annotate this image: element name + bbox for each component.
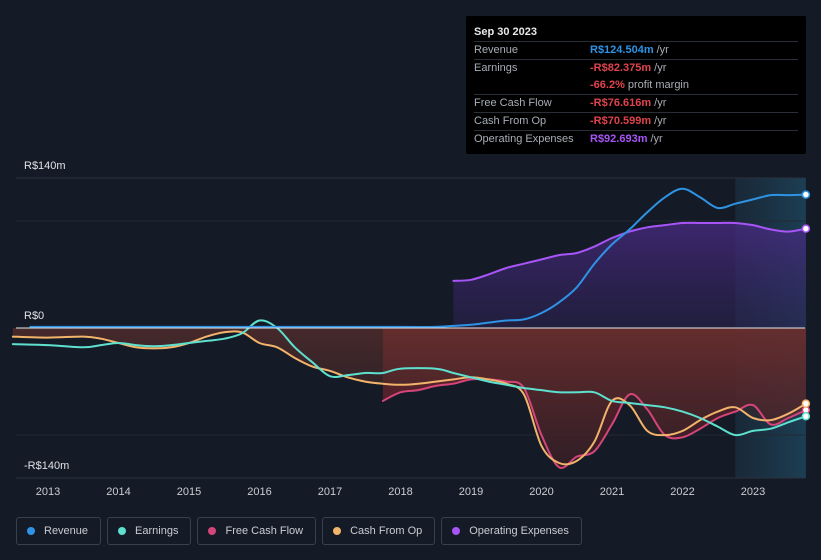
tooltip-row-earnings: Earnings -R$82.375m /yr [474,59,798,77]
earnings-dot-icon [118,527,127,535]
tooltip-unit: /yr [656,44,669,56]
tooltip-label: Cash From Op [474,115,547,127]
legend-item-cash-from-op[interactable]: Cash From Op [322,517,436,545]
legend-label: Earnings [135,525,179,537]
earnings-line[interactable] [11,319,807,437]
tooltip-label [474,77,590,94]
operating-expenses-line[interactable] [452,221,807,282]
tooltip-label: Revenue [474,44,519,56]
y-axis-bottom-label: -R$140m [24,460,70,472]
cash-from-op-line[interactable] [11,330,807,466]
data-tooltip: Sep 30 2023 Revenue R$124.504m /yr Earni… [466,16,806,154]
tooltip-value: R$92.693m [590,133,648,145]
x-tick-label: 2021 [600,486,624,498]
legend-item-free-cash-flow[interactable]: Free Cash Flow [197,517,317,545]
y-axis-top-label: R$140m [24,160,66,172]
legend-item-revenue[interactable]: Revenue [16,517,102,545]
tooltip-value: -R$82.375m [590,62,652,74]
legend-label: Cash From Op [350,525,423,537]
tooltip-value: -66.2% [590,79,625,91]
tooltip-unit: /yr [654,97,667,109]
x-tick-label: 2015 [177,486,201,498]
tooltip-value: -R$70.599m [590,115,652,127]
operating-expenses-area [453,222,806,328]
x-tick-label: 2018 [388,486,412,498]
x-tick-label: 2017 [318,486,342,498]
earnings-endpoint[interactable] [801,412,811,421]
free-cash-flow-dot-icon [208,527,217,535]
tooltip-row-operating-expenses: Operating Expenses R$92.693m /yr [474,130,798,148]
x-tick-label: 2014 [106,486,130,498]
tooltip-value: -R$76.616m [590,97,652,109]
tooltip-unit: /yr [654,115,667,127]
tooltip-unit: profit margin [627,79,689,91]
revenue-dot-icon [27,527,35,535]
revenue-endpoint[interactable] [801,190,811,199]
free-cash-flow-line[interactable] [381,378,807,469]
operating-expenses-endpoint[interactable] [801,224,811,233]
x-tick-label: 2019 [459,486,483,498]
tooltip-value: R$124.504m [590,44,654,56]
y-axis-zero-label: R$0 [24,310,45,322]
cash-from-op-dot-icon [333,527,342,535]
legend-label: Revenue [44,525,89,537]
x-tick-label: 2023 [741,486,765,498]
tooltip-label: Earnings [474,62,518,74]
tooltip-label: Free Cash Flow [474,97,552,109]
chart-legend: Revenue Earnings Free Cash Flow Cash Fro… [16,517,582,545]
operating-expenses-dot-icon [452,527,461,535]
tooltip-label: Operating Expenses [474,133,574,145]
tooltip-row-cash-from-op: Cash From Op -R$70.599m /yr [474,112,798,130]
cash-from-op-endpoint[interactable] [801,399,811,408]
legend-item-earnings[interactable]: Earnings [107,517,192,545]
legend-label: Free Cash Flow [225,525,304,537]
tooltip-unit: /yr [650,133,663,145]
legend-item-operating-expenses[interactable]: Operating Expenses [441,517,582,545]
x-tick-label: 2013 [36,486,60,498]
tooltip-row-revenue: Revenue R$124.504m /yr [474,41,798,59]
x-tick-label: 2016 [247,486,271,498]
cash-from-op-area [12,328,806,465]
x-tick-label: 2020 [529,486,553,498]
tooltip-row-profit-margin: -66.2% profit margin [474,77,798,94]
tooltip-row-free-cash-flow: Free Cash Flow -R$76.616m /yr [474,94,798,112]
x-tick-label: 2022 [670,486,694,498]
tooltip-unit: /yr [654,62,667,74]
legend-label: Operating Expenses [469,525,569,537]
revenue-line[interactable] [29,187,807,328]
tooltip-date: Sep 30 2023 [474,26,537,38]
